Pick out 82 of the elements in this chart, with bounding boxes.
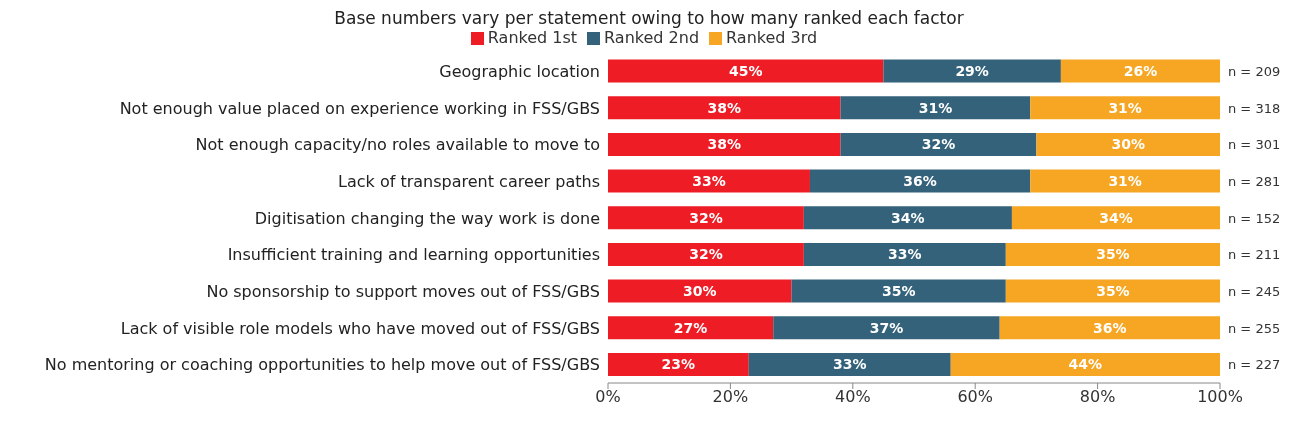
y-tick-label: No mentoring or coaching opportunities to help move out of FSS/GBS <box>44 355 600 375</box>
x-tick-label: 80% <box>1079 387 1116 407</box>
y-tick-label: Lack of visible role models who have moved out of FSS/GBS <box>120 318 600 338</box>
y-tick-label: Digitisation changing the way work is done <box>254 208 600 228</box>
data-label: 36% <box>1093 319 1127 336</box>
data-label: 45% <box>728 63 763 80</box>
data-label: 31% <box>1108 99 1142 116</box>
bar <box>1011 206 1220 230</box>
text: n = 318 <box>1228 100 1281 116</box>
legend-label: Ranked 2nd <box>604 28 700 47</box>
x-tick-label: 40% <box>835 387 871 407</box>
data-label: 23% <box>661 356 696 373</box>
data-label: 35% <box>1096 283 1130 300</box>
text: n = 152 <box>1228 210 1281 226</box>
bar <box>1060 59 1220 83</box>
data-label: 44% <box>1068 356 1103 373</box>
y-tick-label: Geographic location <box>439 62 600 82</box>
data-label: 38% <box>707 99 742 116</box>
y-tick-label: Insufficient training and learning opportunities <box>227 245 600 265</box>
data-label: 32% <box>689 209 723 226</box>
bar <box>1036 132 1220 156</box>
bar <box>809 169 1031 193</box>
y-tick-label: No sponsorship to support moves out of FSS/GBS <box>206 282 600 302</box>
bar <box>1005 242 1220 266</box>
data-label: 32% <box>921 136 956 153</box>
bar <box>608 206 804 230</box>
bar <box>1005 279 1220 303</box>
text: n = 255 <box>1228 320 1281 336</box>
data-label: 35% <box>881 283 916 300</box>
data-label: 30% <box>683 283 717 300</box>
bar <box>773 316 1000 340</box>
bar <box>803 242 1006 266</box>
data-label: 34% <box>1099 209 1133 226</box>
data-label: 34% <box>891 209 925 226</box>
text: n = 281 <box>1228 173 1281 189</box>
bar <box>748 352 951 376</box>
bar <box>1030 96 1220 120</box>
legend-label: Ranked 1st <box>487 28 578 47</box>
bar <box>608 169 810 193</box>
bar <box>840 132 1037 156</box>
x-tick-label: 20% <box>712 387 749 407</box>
x-tick-label: 0% <box>595 387 621 407</box>
data-label: 33% <box>692 173 726 190</box>
text: n = 211 <box>1228 247 1281 263</box>
text: n = 245 <box>1228 283 1281 299</box>
bar <box>999 316 1220 340</box>
legend-label: Ranked 3rd <box>726 28 818 47</box>
bar <box>883 59 1061 83</box>
data-label: 31% <box>1108 173 1142 190</box>
text: n = 301 <box>1228 137 1281 153</box>
bar <box>950 352 1220 376</box>
data-label: 33% <box>832 356 867 373</box>
data-label: 27% <box>673 319 708 336</box>
bar <box>608 352 749 376</box>
text: n = 209 <box>1228 63 1281 79</box>
bar <box>608 59 884 83</box>
bar <box>803 206 1012 230</box>
data-label: 37% <box>869 319 904 336</box>
y-tick-label: Not enough value placed on experience working in FSS/GBS <box>119 98 600 118</box>
bar <box>1030 169 1220 193</box>
chart-title: Base numbers vary per statement owing to how many ranked each factor <box>333 8 965 28</box>
data-label: 31% <box>918 99 953 116</box>
bar <box>608 96 841 120</box>
data-label: 38% <box>707 136 742 153</box>
bar <box>608 316 774 340</box>
data-label: 32% <box>689 246 723 263</box>
data-label: 36% <box>903 173 937 190</box>
x-tick-label: 60% <box>957 387 993 407</box>
bar <box>608 279 792 303</box>
bar <box>840 96 1031 120</box>
bar <box>608 242 804 266</box>
data-label: 26% <box>1123 63 1158 80</box>
data-label: 33% <box>888 246 922 263</box>
bar <box>791 279 1006 303</box>
data-label: 29% <box>955 63 989 80</box>
text: n = 227 <box>1228 357 1281 373</box>
data-label: 35% <box>1096 246 1130 263</box>
y-tick-label: Lack of transparent career paths <box>338 172 600 192</box>
y-tick-label: Not enough capacity/no roles available to move to <box>195 135 600 155</box>
x-tick-label: 100% <box>1197 387 1243 407</box>
data-label: 30% <box>1111 136 1145 153</box>
bar <box>608 132 841 156</box>
